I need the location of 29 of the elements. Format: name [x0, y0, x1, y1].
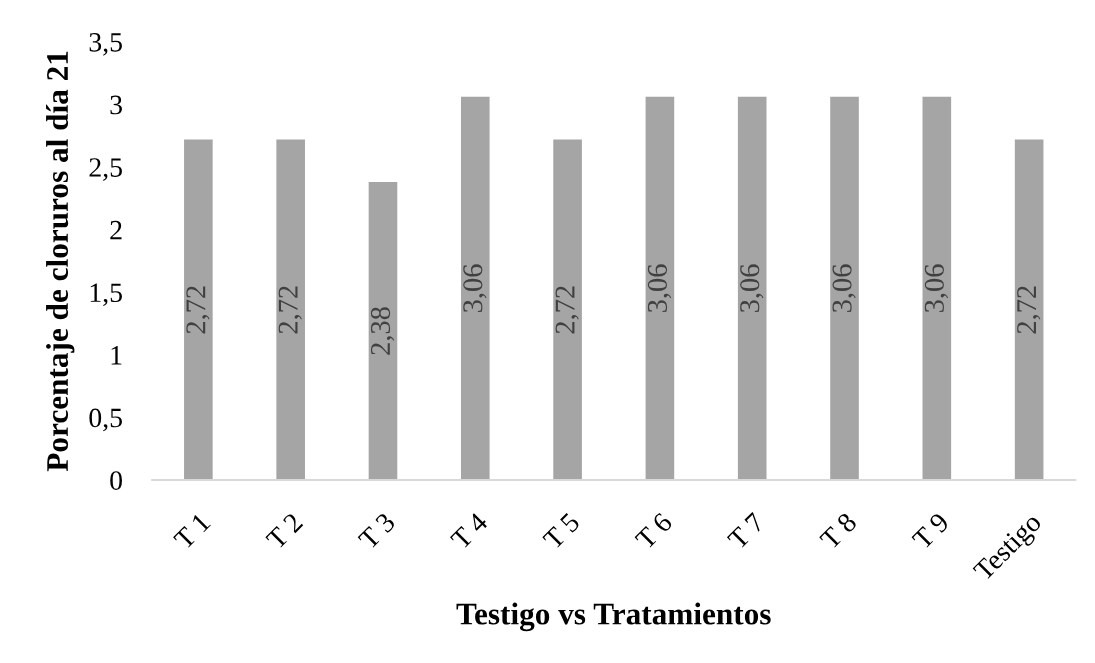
- y-tick-label: 0,5: [89, 408, 122, 432]
- x-tick-label: T 5: [542, 512, 581, 551]
- y-axis-title: Porcentaje de cloruros al día 21: [46, 51, 75, 472]
- y-tick-label: 2: [110, 220, 122, 240]
- y-tick-label: 0: [110, 471, 122, 490]
- y-tick-label: 3,5: [89, 33, 122, 56]
- x-tick-label: T 9: [911, 511, 950, 551]
- x-tick-label: T 4: [449, 511, 489, 551]
- x-tick-label: T 3: [357, 511, 397, 551]
- x-axis-title: Testigo vs Tratamientos: [456, 602, 771, 632]
- x-tick-label: T 7: [726, 511, 766, 551]
- data-label: 3,06: [832, 264, 856, 312]
- y-tick-label: 1,5: [90, 283, 122, 307]
- data-label: 3,06: [740, 264, 764, 312]
- data-label: 2,38: [370, 307, 395, 355]
- data-label: 2,72: [1017, 286, 1041, 334]
- data-label: 3,06: [924, 264, 949, 312]
- x-tick-label: T 6: [634, 511, 674, 551]
- x-tick-label: T 1: [172, 512, 211, 551]
- data-label: 2,72: [278, 286, 302, 334]
- y-tick-label: 1: [111, 346, 122, 365]
- y-tick-label: 3: [110, 95, 122, 115]
- x-tick-label: T 2: [265, 512, 304, 551]
- data-label: 2,72: [555, 286, 579, 334]
- data-label: 3,06: [463, 264, 487, 312]
- data-label: 2,72: [186, 286, 210, 334]
- data-label: 3,06: [647, 264, 672, 312]
- y-tick-label: 2,5: [89, 158, 122, 181]
- x-tick-label: T 8: [819, 511, 858, 551]
